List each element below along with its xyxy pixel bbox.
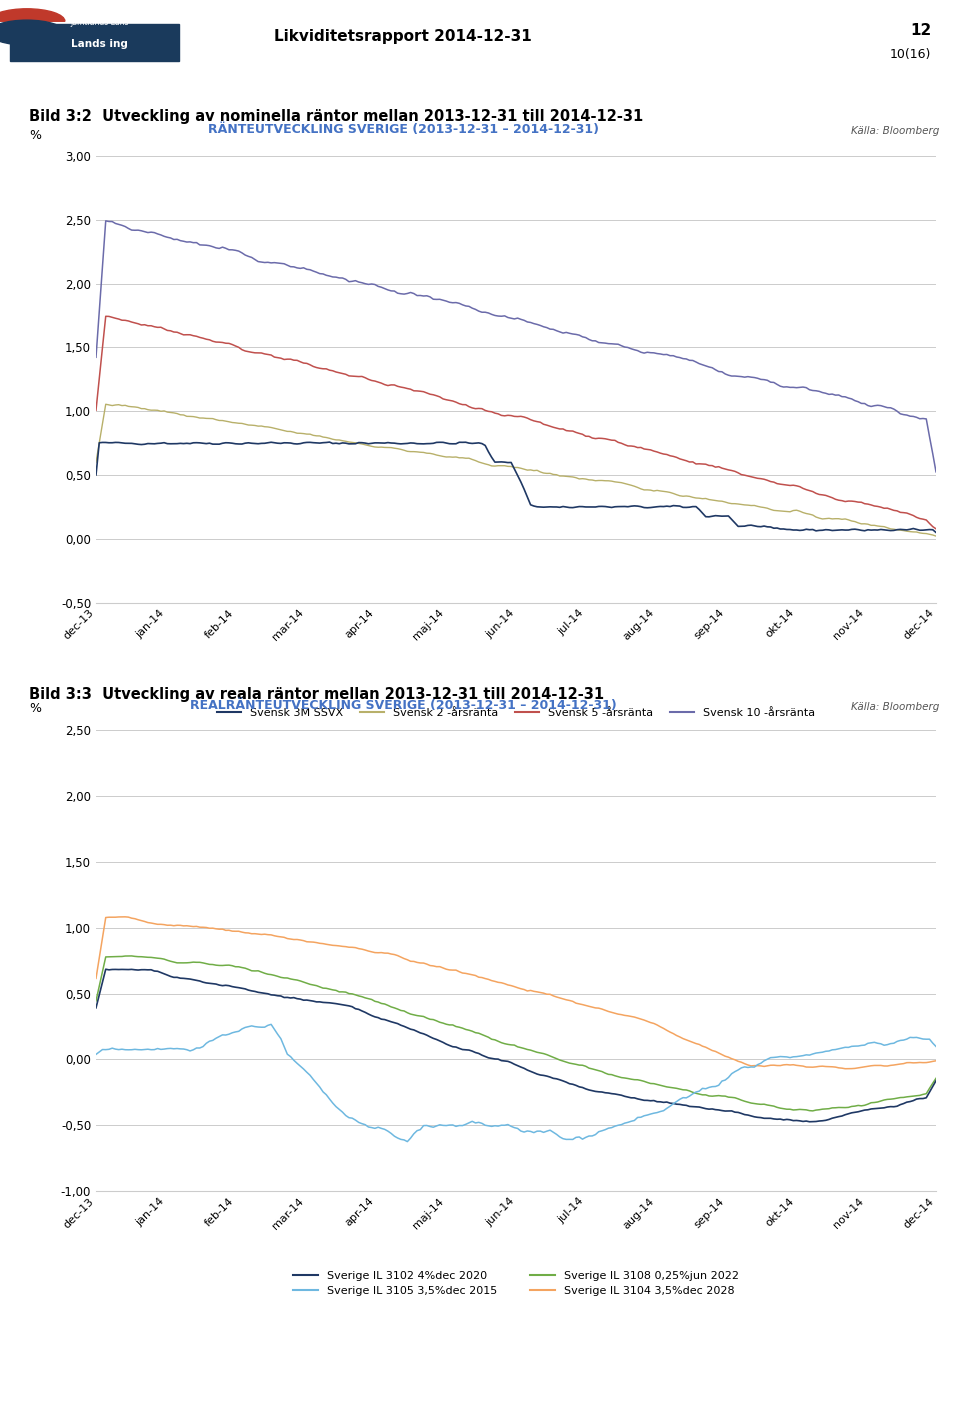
Text: Likviditetsrapport 2014-12-31: Likviditetsrapport 2014-12-31 (275, 30, 532, 44)
Text: Bild 3:3  Utveckling av reala räntor mellan 2013-12-31 till 2014-12-31: Bild 3:3 Utveckling av reala räntor mell… (29, 688, 604, 702)
Wedge shape (0, 9, 65, 21)
Legend: Sverige IL 3102 4%dec 2020, Sverige IL 3105 3,5%dec 2015, Sverige IL 3108 0,25%j: Sverige IL 3102 4%dec 2020, Sverige IL 3… (289, 1266, 743, 1300)
Text: RÄNTEUTVECKLING SVERIGE (2013-12-31 – 2014-12-31): RÄNTEUTVECKLING SVERIGE (2013-12-31 – 20… (207, 123, 599, 136)
Text: Jämtlands Läns: Jämtlands Läns (70, 18, 129, 27)
Text: %: % (29, 129, 40, 142)
Text: Källa: Bloomberg: Källa: Bloomberg (851, 126, 939, 136)
Text: Källa: Bloomberg: Källa: Bloomberg (851, 702, 939, 712)
Text: REALRÄNTEUTVECKLING SVERIGE (2013-12-31 – 2014-12-31): REALRÄNTEUTVECKLING SVERIGE (2013-12-31 … (190, 699, 616, 712)
Text: %: % (29, 702, 40, 715)
Text: 12: 12 (910, 23, 931, 38)
Text: Bild 3:2  Utveckling av nominella räntor mellan 2013-12-31 till 2014-12-31: Bild 3:2 Utveckling av nominella räntor … (29, 109, 643, 123)
Text: 10(16): 10(16) (890, 48, 931, 61)
Bar (10, 24, 179, 61)
Legend: Svensk 3M SSVX, Svensk 2 -årsränta, Svensk 5 -årsränta, Svensk 10 -årsränta: Svensk 3M SSVX, Svensk 2 -årsränta, Sven… (212, 703, 820, 722)
Circle shape (0, 20, 65, 45)
Text: Lands ing: Lands ing (71, 38, 128, 50)
